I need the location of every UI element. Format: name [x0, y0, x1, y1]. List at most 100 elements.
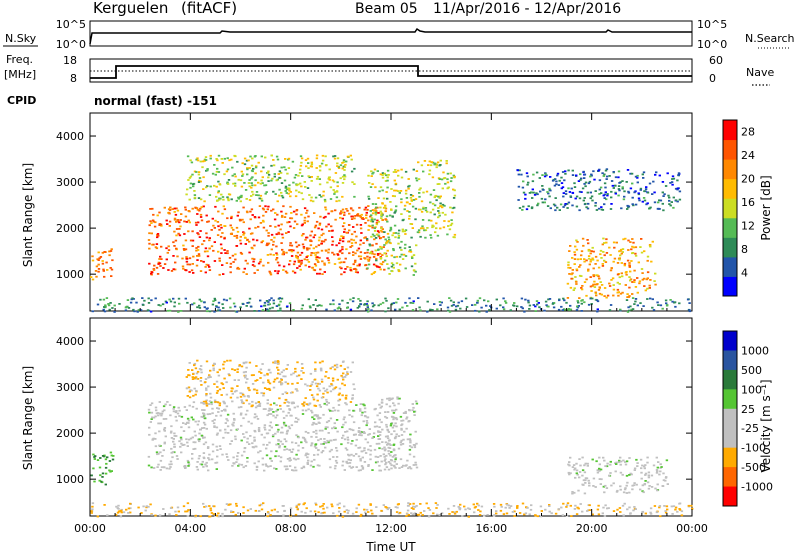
range-cell — [630, 248, 633, 251]
range-cell — [376, 265, 379, 268]
range-cell — [459, 307, 462, 310]
range-cell — [203, 506, 206, 508]
range-cell — [383, 449, 387, 452]
range-cell — [206, 250, 209, 253]
range-cell — [451, 211, 454, 214]
range-cell — [548, 298, 552, 300]
range-cell — [100, 480, 103, 483]
range-cell — [188, 362, 191, 364]
range-cell — [574, 504, 577, 507]
range-cell — [363, 257, 366, 259]
range-cell — [633, 506, 636, 508]
range-cell — [340, 273, 343, 276]
range-cell — [204, 266, 207, 268]
range-cell — [297, 457, 300, 460]
range-cell — [380, 214, 383, 216]
range-cell — [573, 251, 576, 253]
range-cell — [282, 265, 286, 268]
range-cell — [314, 414, 317, 416]
colorbar-swatch — [723, 198, 737, 219]
range-cell — [209, 157, 212, 160]
range-cell — [220, 410, 224, 412]
range-cell — [163, 429, 166, 432]
range-cell — [366, 416, 370, 419]
range-cell — [320, 396, 324, 399]
range-cell — [437, 210, 440, 212]
range-cell — [106, 269, 109, 271]
range-cell — [341, 162, 344, 164]
range-cell — [159, 265, 162, 267]
range-cell — [239, 395, 243, 398]
range-cell — [301, 436, 305, 439]
range-cell — [530, 206, 534, 209]
range-cell — [270, 297, 273, 300]
range-cell — [412, 406, 415, 409]
range-cell — [332, 180, 336, 183]
range-cell — [188, 257, 192, 260]
range-cell — [154, 221, 157, 224]
range-cell — [224, 422, 227, 424]
range-cell — [196, 370, 200, 373]
range-cell — [175, 221, 178, 223]
range-cell — [589, 191, 592, 194]
range-cell — [162, 508, 165, 510]
range-cell — [147, 455, 151, 458]
range-cell — [190, 389, 193, 392]
range-cell — [260, 503, 263, 506]
range-cell — [194, 206, 197, 209]
range-cell — [661, 191, 664, 194]
range-cell — [429, 193, 433, 196]
range-cell — [646, 481, 650, 484]
range-cell — [226, 250, 229, 252]
range-cell — [91, 508, 94, 511]
range-cell — [581, 237, 585, 240]
range-cell — [223, 237, 226, 240]
range-cell — [253, 258, 256, 261]
range-cell — [614, 184, 617, 187]
range-cell — [585, 206, 588, 209]
range-cell — [201, 160, 205, 163]
range-cell — [197, 173, 201, 176]
range-cell — [185, 409, 188, 411]
range-cell — [376, 414, 379, 417]
range-cell — [99, 298, 102, 301]
range-cell — [194, 221, 198, 224]
range-cell — [148, 262, 151, 265]
range-cell — [315, 429, 318, 432]
range-cell — [403, 204, 407, 207]
range-cell — [364, 415, 367, 418]
range-cell — [405, 515, 408, 517]
range-cell — [270, 179, 273, 182]
range-cell — [376, 460, 379, 463]
range-cell — [293, 176, 297, 179]
range-cell — [312, 247, 315, 250]
range-cell — [662, 479, 666, 482]
range-cell — [561, 514, 565, 517]
colorbar-tick-label: -500 — [741, 461, 766, 474]
power-ylabel: Slant Range [km] — [21, 163, 35, 267]
range-cell — [98, 479, 101, 482]
range-cell — [175, 234, 178, 237]
range-cell — [384, 441, 388, 444]
range-cell — [404, 301, 407, 304]
range-cell — [192, 418, 195, 421]
range-cell — [576, 241, 579, 243]
range-cell — [196, 255, 199, 257]
range-cell — [614, 470, 617, 473]
range-cell — [287, 405, 290, 407]
range-cell — [527, 301, 530, 304]
range-cell — [343, 175, 347, 178]
range-cell — [275, 155, 279, 158]
range-cell — [366, 239, 369, 242]
range-cell — [147, 239, 151, 241]
range-cell — [340, 235, 343, 238]
range-cell — [302, 404, 305, 407]
range-cell — [253, 440, 256, 442]
range-cell — [392, 412, 396, 414]
range-cell — [91, 502, 95, 505]
range-cell — [204, 381, 207, 383]
range-cell — [267, 413, 271, 415]
range-cell — [238, 218, 242, 221]
range-cell — [418, 192, 421, 194]
